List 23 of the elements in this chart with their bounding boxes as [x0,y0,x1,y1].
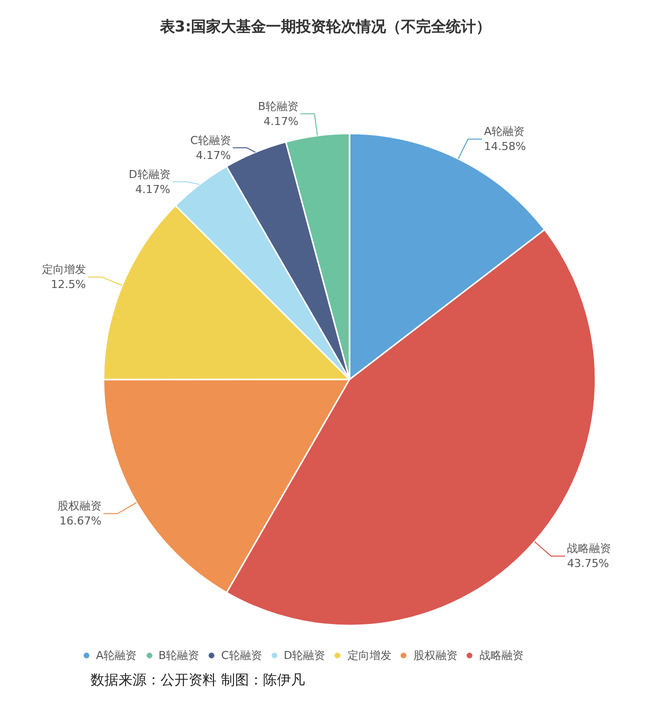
legend-label: D轮融资 [284,648,326,662]
slice-label: A轮融资 [484,125,525,138]
data-label: 14.58% [484,140,526,154]
slice-label: C轮融资 [190,134,231,147]
chart-title: 表3:国家大基金一期投资轮次情况（不完全统计） [158,18,492,36]
data-label: 43.75% [567,557,610,570]
legend-label: A轮融资 [96,648,137,662]
slice-label: B轮融资 [258,100,298,113]
slice-label: D轮融资 [128,168,170,181]
data-label: 4.17% [264,114,299,128]
data-label: 16.67% [60,514,102,528]
source-note: 数据来源：公开资料 制图：陈伊凡 [90,672,305,688]
slice-label: 定向增发 [42,263,86,276]
slice-label: 股权融资 [57,500,102,513]
legend-label: C轮融资 [221,648,262,662]
data-label: 4.17% [196,148,231,162]
legend-label: 定向增发 [347,648,392,662]
legend-label: 战略融资 [479,648,524,662]
data-label: 4.17% [135,182,170,196]
legend-label: B轮融资 [158,648,200,662]
data-label: 12.5% [50,278,86,292]
slice-label: 战略融资 [567,542,612,556]
legend-label: 股权融资 [413,648,458,662]
